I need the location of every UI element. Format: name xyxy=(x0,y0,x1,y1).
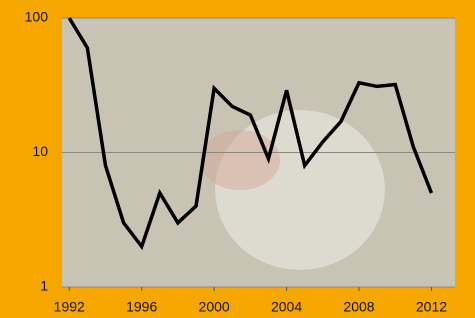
y-tick-label: 100 xyxy=(25,9,49,25)
chart: 1 10 100 1992 1996 2000 2004 2008 2012 xyxy=(0,0,475,318)
x-tick-label: 1996 xyxy=(126,299,157,315)
x-tick-label: 2000 xyxy=(199,299,230,315)
x-tick-label: 2012 xyxy=(416,299,447,315)
y-tick-label: 10 xyxy=(32,143,48,159)
x-tick-label: 2008 xyxy=(343,299,374,315)
y-tick-label: 1 xyxy=(40,278,48,294)
x-tick-label: 2004 xyxy=(271,299,302,315)
x-tick-label: 1992 xyxy=(54,299,85,315)
